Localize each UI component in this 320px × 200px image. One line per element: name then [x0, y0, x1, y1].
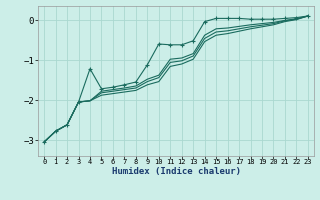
X-axis label: Humidex (Indice chaleur): Humidex (Indice chaleur): [111, 167, 241, 176]
